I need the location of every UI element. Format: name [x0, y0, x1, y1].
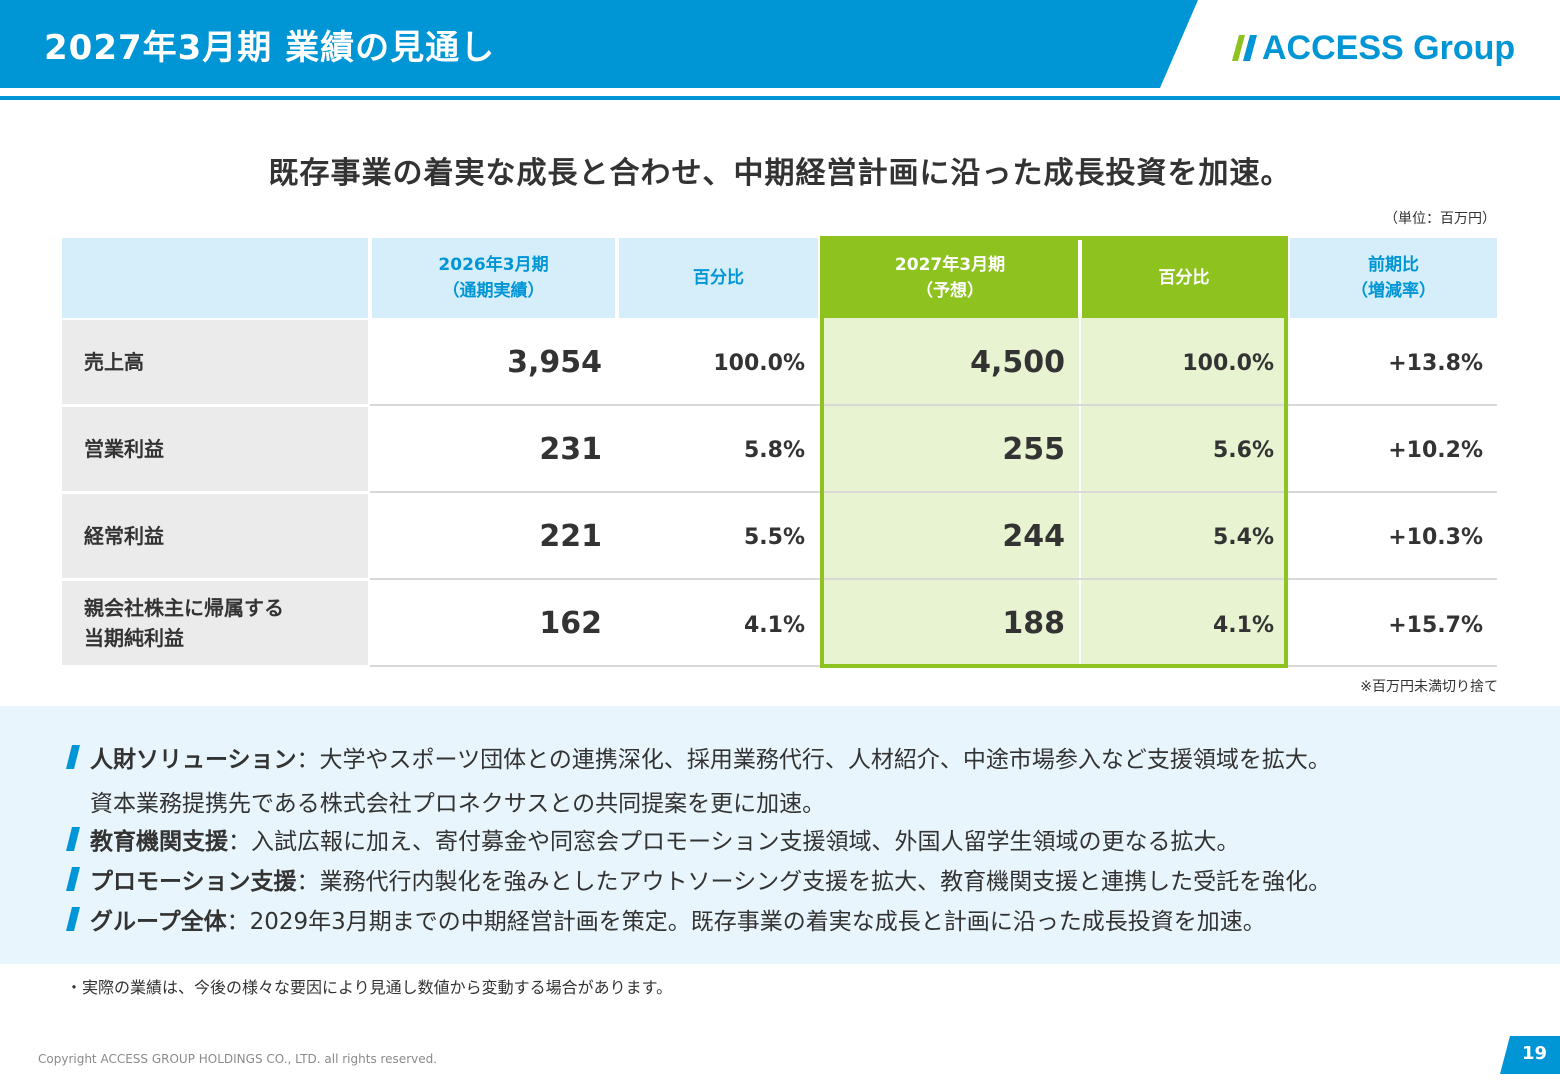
bullet-hr-solutions-cont: 資本業務提携先である株式会社プロネクサスとの共同提案を更に加速。	[90, 791, 826, 817]
bullet-name: プロモーション支援	[90, 869, 297, 895]
page-number: 19	[1522, 1043, 1548, 1064]
table-row-label-operating-income: 営業利益	[62, 407, 368, 491]
forecast-column-divider	[1079, 242, 1081, 664]
table-header-fy2026-line1: 2026年3月期	[438, 255, 549, 275]
table-header-pct-forecast: 百分比	[1082, 238, 1286, 318]
logo-text: ACCESS Group	[1262, 28, 1516, 67]
cell-actual-pct: 4.1%	[743, 612, 805, 638]
table-header-fy2026-line2: （通期実績）	[442, 281, 545, 301]
forecast-highlight-frame	[820, 236, 1288, 668]
row-label-text-line2: 当期純利益	[84, 626, 184, 650]
slash-bullet-icon	[66, 827, 80, 851]
cell-forecast-pct: 4.1%	[1212, 612, 1274, 638]
bullet-group-overall: グループ全体 ：2029年3月期までの中期経営計画を策定。既存事業の着実な成長と計…	[66, 902, 1266, 936]
table-row-label-net-income: 親会社株主に帰属する 当期純利益	[62, 581, 368, 665]
bullet-hr-solutions: 人財ソリューション ：大学やスポーツ団体との連携深化、採用業務代行、人材紹介、中途…	[66, 740, 1331, 774]
cell-actual-pct: 100.0%	[713, 350, 805, 376]
table-header-yoy: 前期比 （増減率）	[1290, 238, 1497, 318]
cell-actual-pct: 5.5%	[743, 524, 805, 550]
disclaimer: ・実際の業績は、今後の様々な要因により見通し数値から変動する場合があります。	[66, 978, 673, 997]
row-label-text: 親会社株主に帰属する	[84, 596, 284, 620]
cell-yoy: +15.7%	[1388, 612, 1483, 638]
bullet-name: 教育機関支援	[90, 829, 228, 855]
bullet-name: グループ全体	[90, 909, 227, 935]
table-footnote: ※百万円未満切り捨て	[1360, 679, 1498, 695]
logo-slash-icon	[1232, 35, 1257, 61]
company-logo: ACCESS Group	[1230, 28, 1515, 68]
cell-forecast: 4,500	[970, 344, 1065, 380]
table-header-pct-actual-label: 百分比	[693, 268, 744, 288]
cell-forecast: 188	[1002, 605, 1065, 641]
bullet-text: ：入試広報に加え、寄付募金や同窓会プロモーション支援領域、外国人留学生領域の更な…	[228, 829, 1240, 855]
cell-actual: 231	[539, 431, 602, 467]
bullet-text: ：2029年3月期までの中期経営計画を策定。既存事業の着実な成長と計画に沿った成…	[226, 909, 1266, 935]
cell-forecast: 255	[1002, 431, 1065, 467]
bullet-promotion-support: プロモーション支援 ：業務代行内製化を強みとしたアウトソーシング支援を拡大、教育機…	[66, 862, 1331, 896]
slash-bullet-icon	[66, 867, 80, 891]
table-header-pct-forecast-label: 百分比	[1158, 268, 1210, 288]
cell-forecast-pct: 100.0%	[1182, 350, 1274, 376]
table-header-fy2026: 2026年3月期 （通期実績）	[372, 238, 615, 318]
slash-bullet-icon	[66, 745, 80, 769]
row-divider	[370, 578, 1497, 580]
row-label-text: 経常利益	[84, 524, 164, 548]
label-divider	[62, 491, 368, 493]
table-header-blank	[62, 238, 368, 318]
bullet-education-support: 教育機関支援 ：入試広報に加え、寄付募金や同窓会プロモーション支援領域、外国人留学…	[66, 822, 1240, 856]
bullet-text: ：業務代行内製化を強みとしたアウトソーシング支援を拡大、教育機関支援と連携した受…	[296, 869, 1332, 895]
header-divider	[0, 96, 1560, 100]
cell-actual: 162	[539, 605, 602, 641]
page-title: 2027年3月期 業績の見通し	[44, 28, 496, 68]
table-header-yoy-line2: （増減率）	[1351, 281, 1436, 301]
label-divider	[62, 404, 368, 406]
table-header-fy2027-line1: 2027年3月期	[894, 255, 1006, 275]
cell-yoy: +10.3%	[1388, 524, 1483, 550]
headline: 既存事業の着実な成長と合わせ、中期経営計画に沿った成長投資を加速。	[268, 156, 1292, 191]
copyright: Copyright ACCESS GROUP HOLDINGS CO., LTD…	[38, 1052, 438, 1066]
unit-note: （単位：百万円）	[1384, 211, 1496, 227]
strategy-panel	[0, 706, 1560, 964]
cell-forecast: 244	[1002, 518, 1065, 554]
cell-yoy: +13.8%	[1388, 350, 1483, 376]
bullet-name: 人財ソリューション	[90, 747, 297, 773]
row-label-text: 営業利益	[84, 437, 164, 461]
table-header-fy2027: 2027年3月期 （予想）	[822, 238, 1078, 318]
table-row-label-ordinary-income: 経常利益	[62, 494, 368, 578]
table-row-label-sales: 売上高	[62, 320, 368, 404]
header-band	[0, 0, 1560, 88]
cell-forecast-pct: 5.6%	[1212, 437, 1274, 463]
cell-yoy: +10.2%	[1388, 437, 1483, 463]
cell-actual: 221	[539, 518, 602, 554]
cell-actual: 3,954	[507, 344, 602, 380]
row-divider	[370, 491, 1497, 493]
bullet-text: ：大学やスポーツ団体との連携深化、採用業務代行、人材紹介、中途市場参入など支援領…	[296, 747, 1331, 773]
cell-actual-pct: 5.8%	[743, 437, 805, 463]
table-header-pct-actual: 百分比	[619, 238, 818, 318]
row-divider	[370, 404, 1497, 406]
page-number-badge: 19	[1500, 1036, 1560, 1074]
table-header-yoy-line1: 前期比	[1368, 255, 1419, 275]
table-header-fy2027-line2: （予想）	[916, 281, 984, 301]
cell-forecast-pct: 5.4%	[1212, 524, 1274, 550]
row-label-text: 売上高	[84, 350, 144, 374]
slash-bullet-icon	[66, 907, 80, 931]
label-divider	[62, 578, 368, 580]
